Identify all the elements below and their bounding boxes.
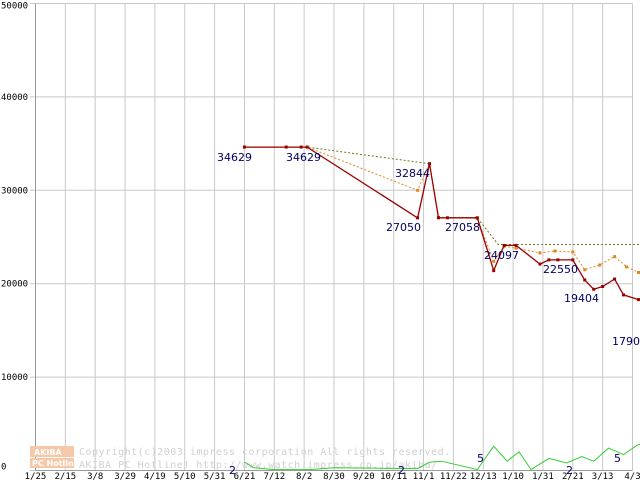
point-min [436, 216, 440, 220]
y-tick-label: 30000 [1, 186, 28, 196]
x-tick-label: 12/13 [470, 472, 497, 480]
x-tick-label: 9/20 [353, 472, 375, 480]
point-min [299, 145, 303, 149]
x-tick-label: 7/12 [263, 472, 285, 480]
x-tick-label: 1/25 [25, 472, 47, 480]
data-label-4: 27050 [386, 221, 421, 234]
point-avg [571, 250, 575, 254]
point-min [428, 162, 432, 166]
data-label-7: 22550 [543, 263, 578, 276]
point-avg [636, 270, 640, 274]
data-label-1: 34629 [217, 151, 252, 164]
series-line-avg [244, 146, 640, 274]
logo-top-text: AKIBA [34, 448, 62, 457]
point-avg [416, 188, 420, 192]
point-avg [598, 263, 602, 267]
y-tick-label: 40000 [1, 93, 28, 103]
data-label-5: 27058 [445, 221, 480, 234]
logo-bottom-text: PC Hotline [32, 459, 80, 468]
point-min [571, 258, 575, 262]
point-min [613, 277, 617, 281]
series-group [242, 145, 640, 471]
point-min [502, 243, 506, 247]
logo-bottom-box [30, 458, 74, 468]
y-tick-label: 50000 [1, 2, 28, 12]
point-min [583, 278, 587, 282]
grid-lines [30, 3, 633, 471]
count-label-1: 2 [229, 464, 236, 477]
point-min [492, 269, 496, 273]
point-min [601, 285, 605, 289]
x-tick-label: 5/31 [204, 472, 226, 480]
point-avg [625, 265, 629, 269]
point-min [305, 145, 309, 149]
series-line-shops [244, 443, 640, 471]
data-label-3: 32844 [395, 167, 430, 180]
x-tick-label: 2/15 [55, 472, 77, 480]
x-tick-label: 1/31 [532, 472, 554, 480]
watermark: AKIBA PC Hotline Copyright(c)2003 impres… [30, 446, 451, 471]
x-tick-label: 10/11 [380, 472, 407, 480]
x-tick-label: 3/8 [87, 472, 103, 480]
point-min [622, 293, 626, 297]
x-tick-label: 3/29 [114, 472, 136, 480]
point-avg [613, 255, 617, 259]
count-label-3: 5 [477, 452, 484, 465]
data-labels: 34629 34629 32844 27050 27058 24097 2255… [217, 151, 640, 477]
point-avg [538, 251, 542, 255]
logo-top-box [30, 446, 74, 457]
copyright-text: Copyright(c)2003 impress corporation All… [79, 447, 451, 458]
x-tick-label: 5/10 [174, 472, 196, 480]
point-avg [583, 268, 587, 272]
x-tick-label: 4/3 [624, 472, 640, 480]
point-min [556, 258, 560, 262]
x-tick-label: 8/2 [296, 472, 312, 480]
site-text: AKIBA PC Hotline! http://www.watch.impre… [79, 460, 438, 471]
x-tick-label: 2/21 [562, 472, 584, 480]
data-label-6: 24097 [484, 249, 519, 262]
x-tick-label: 4/19 [144, 472, 166, 480]
point-avg [553, 249, 557, 253]
data-label-8: 19404 [564, 292, 599, 305]
x-tick-label: 11/1 [413, 472, 435, 480]
y-tick-label: 10000 [1, 373, 28, 383]
y-axis-ticks: 0 10000 20000 30000 40000 50000 [1, 2, 28, 473]
point-min [445, 216, 449, 220]
y-tick-label: 0 [1, 463, 6, 473]
data-label-9: 17900 [612, 335, 640, 348]
x-tick-label: 8/30 [323, 472, 345, 480]
x-tick-label: 11/22 [440, 472, 467, 480]
y-tick-label: 20000 [1, 280, 28, 290]
x-tick-label: 3/13 [592, 472, 614, 480]
count-label-4: 2 [566, 464, 573, 477]
count-label-5: 5 [614, 452, 621, 465]
point-min [514, 243, 518, 247]
point-min [636, 298, 640, 302]
point-min [242, 145, 246, 149]
point-min [284, 145, 288, 149]
point-min [475, 216, 479, 220]
point-min [592, 287, 596, 291]
point-avg [492, 259, 496, 263]
point-min [416, 216, 420, 220]
count-label-2: 2 [398, 464, 405, 477]
point-min [538, 262, 542, 266]
point-avg [514, 246, 518, 250]
x-tick-label: 6/21 [234, 472, 256, 480]
x-axis-ticks: 1/25 2/15 3/8 3/29 4/19 5/10 5/31 6/21 7/12 8/2 8/… [25, 472, 640, 480]
data-label-2: 34629 [286, 151, 321, 164]
point-min [547, 258, 551, 262]
x-tick-label: 1/10 [502, 472, 524, 480]
